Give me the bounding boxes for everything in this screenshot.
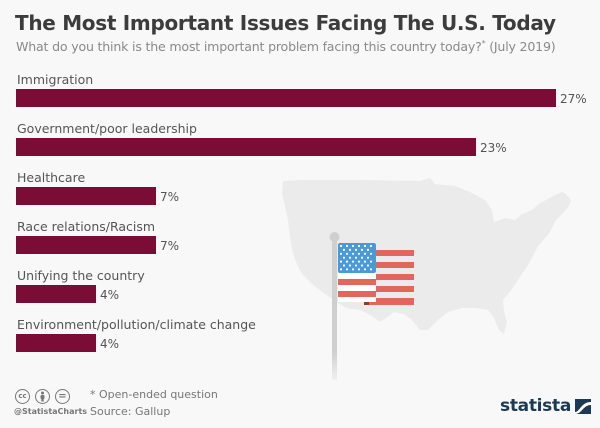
- flag-star: [369, 244, 373, 248]
- value-label: 4%: [100, 288, 119, 302]
- person-icon: [40, 391, 45, 402]
- flag-star: [354, 264, 358, 267]
- flag-pole-top: [329, 232, 340, 242]
- flag-star: [345, 268, 349, 271]
- flag-star: [369, 252, 373, 255]
- flag-star: [366, 256, 370, 259]
- bar[interactable]: [16, 138, 476, 156]
- flag-star: [342, 264, 346, 267]
- flag-pole: [332, 237, 337, 380]
- flag-star: [351, 252, 355, 255]
- flag-star: [369, 260, 373, 263]
- flag-star: [342, 256, 346, 259]
- chart-title: The Most Important Issues Facing The U.S…: [15, 11, 556, 35]
- bar-chart: Immigration 27% Government/poor leadership…: [16, 72, 587, 352]
- flag-star: [360, 264, 364, 267]
- flag-star: [357, 244, 361, 248]
- flag-star: [360, 248, 364, 251]
- statista-handle[interactable]: @StatistaCharts: [14, 407, 88, 416]
- flag-star: [363, 268, 367, 271]
- footnote: * Open-ended question: [90, 388, 218, 401]
- value-label: 23%: [480, 141, 507, 155]
- flag-star: [357, 252, 361, 255]
- no-derivatives-icon[interactable]: =: [55, 389, 70, 404]
- statista-logo[interactable]: statista: [500, 396, 591, 416]
- flag-star: [348, 256, 352, 259]
- category-label: Race relations/Racism: [17, 219, 155, 234]
- flag-star: [369, 268, 373, 271]
- flag-star: [354, 256, 358, 259]
- flag-star: [354, 248, 358, 251]
- flag-star: [363, 260, 367, 263]
- statista-logo-icon: [575, 398, 591, 414]
- attribution-icon[interactable]: [35, 389, 50, 404]
- flag-star: [345, 260, 349, 263]
- statista-logo-text: statista: [500, 396, 571, 416]
- category-label: Government/poor leadership: [17, 121, 197, 136]
- value-label: 4%: [100, 337, 119, 351]
- flag-star: [351, 268, 355, 271]
- category-label: Environment/pollution/climate change: [17, 317, 256, 332]
- bar[interactable]: [16, 334, 96, 352]
- bar[interactable]: [16, 285, 96, 303]
- subtitle-question: What do you think is the most important …: [16, 39, 482, 55]
- flag-star: [363, 244, 367, 248]
- flag-star: [339, 268, 343, 271]
- flag-star: [360, 256, 364, 259]
- flag-star: [366, 264, 370, 267]
- cc-icon[interactable]: cc: [15, 389, 30, 404]
- value-label: 27%: [560, 92, 587, 106]
- license-icons: cc =: [15, 389, 70, 404]
- flag-star: [348, 248, 352, 251]
- subtitle-footnote-mark: *: [481, 39, 486, 48]
- chart-subtitle: What do you think is the most important …: [16, 39, 556, 54]
- flag-star: [348, 264, 352, 267]
- flag-star: [363, 252, 367, 255]
- category-label: Unifying the country: [17, 268, 145, 283]
- flag-star: [345, 244, 349, 248]
- flag-star: [339, 244, 343, 248]
- source: Source: Gallup: [90, 405, 171, 418]
- flag-star: [351, 260, 355, 263]
- flag-star: [342, 248, 346, 251]
- flag-star: [357, 260, 361, 263]
- value-label: 7%: [160, 190, 179, 204]
- bar[interactable]: [16, 236, 156, 254]
- flag-star: [366, 248, 370, 251]
- bar[interactable]: [16, 89, 556, 107]
- category-label: Healthcare: [17, 170, 85, 185]
- flag-front: [338, 243, 376, 302]
- subtitle-date: (July 2019): [485, 39, 556, 55]
- value-label: 7%: [160, 239, 179, 253]
- bar[interactable]: [16, 187, 156, 205]
- flag-star: [357, 268, 361, 271]
- category-label: Immigration: [17, 72, 93, 87]
- flag-star: [339, 260, 343, 263]
- flag-star: [345, 252, 349, 255]
- flag-star: [351, 244, 355, 248]
- flag-star: [339, 252, 343, 255]
